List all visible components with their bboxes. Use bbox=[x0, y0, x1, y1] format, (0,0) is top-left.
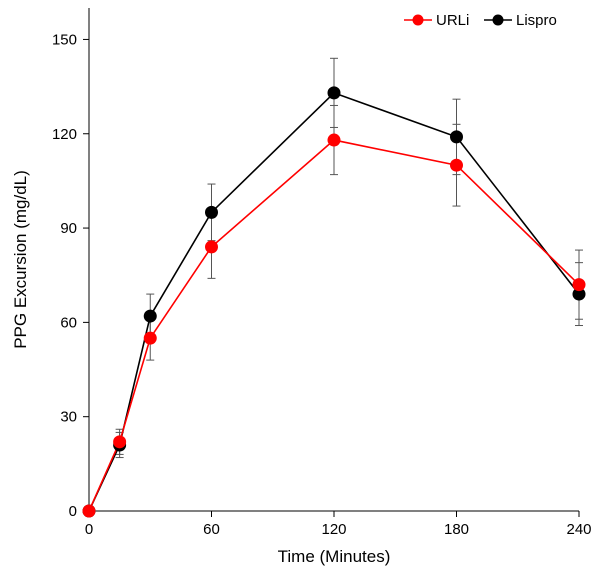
legend-marker-urli bbox=[412, 14, 424, 26]
series-line-urli bbox=[88, 139, 580, 512]
y-tick-label: 150 bbox=[52, 31, 77, 48]
y-tick-label: 90 bbox=[60, 220, 77, 237]
data-point-urli bbox=[205, 240, 218, 254]
x-axis-title: Time (Minutes) bbox=[278, 547, 391, 566]
x-tick-label: 180 bbox=[444, 521, 469, 538]
data-points bbox=[82, 86, 586, 518]
legend-label-urli: URLi bbox=[436, 12, 469, 29]
x-tick-label: 0 bbox=[85, 521, 93, 538]
data-point-lispro bbox=[205, 205, 218, 219]
data-point-lispro bbox=[450, 130, 463, 144]
legend: URLi Lispro bbox=[404, 12, 557, 29]
y-tick-label: 120 bbox=[52, 126, 77, 143]
data-point-urli bbox=[450, 158, 463, 172]
data-point-urli bbox=[82, 504, 96, 518]
axes: 0 30 60 90 120 150 0 60 120 180 240 bbox=[52, 8, 592, 538]
data-point-lispro bbox=[572, 287, 586, 301]
data-point-lispro bbox=[143, 309, 157, 323]
data-point-urli bbox=[143, 331, 157, 345]
x-tick-label: 60 bbox=[203, 521, 220, 538]
legend-marker-lispro bbox=[492, 14, 504, 26]
x-tick-label: 240 bbox=[566, 521, 591, 538]
error-bars bbox=[115, 57, 583, 459]
y-tick-label: 30 bbox=[60, 409, 77, 426]
x-tick-label: 120 bbox=[321, 521, 346, 538]
data-point-urli bbox=[327, 133, 341, 147]
legend-label-lispro: Lispro bbox=[516, 12, 557, 29]
data-point-urli bbox=[572, 278, 586, 292]
data-point-urli bbox=[113, 435, 127, 449]
y-tick-label: 60 bbox=[60, 314, 77, 331]
y-tick-label: 0 bbox=[69, 503, 77, 520]
data-point-lispro bbox=[327, 86, 341, 100]
y-axis-title: PPG Excursion (mg/dL) bbox=[11, 170, 30, 349]
